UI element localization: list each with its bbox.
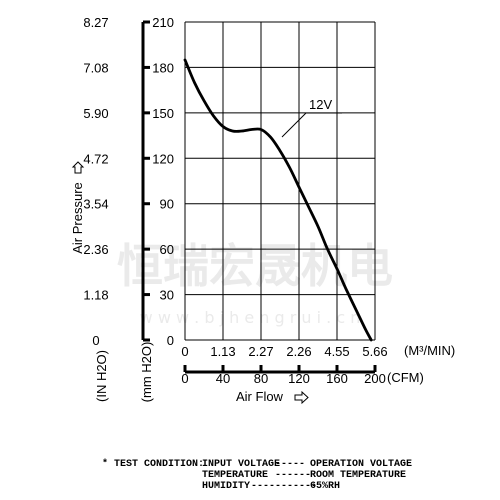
bottom-x-tick-label: 0 <box>181 371 188 386</box>
test-condition-value: ROOM TEMPERATURE <box>310 470 406 481</box>
test-condition-block: * TEST CONDITION: INPUT VOLTAGE----- OPER… <box>102 458 412 492</box>
bottom-x-tick-label: 40 <box>216 371 230 386</box>
right-y-tick-labels: 0 30 60 90 120 150 180 210 <box>152 15 174 348</box>
top-x-tick-label: 0 <box>181 344 188 359</box>
test-condition-separator: ----------- <box>251 481 317 492</box>
top-x-tick-label: 2.27 <box>248 344 273 359</box>
top-x-unit-label: (M³/MIN) <box>404 343 455 358</box>
bottom-x-tick-labels: 0 40 80 120 160 200 <box>181 371 385 386</box>
left-y-unit-label: (IN H2O) <box>94 350 109 402</box>
arrow-up-icon <box>71 161 85 174</box>
left-y-tick-label: 5.90 <box>83 106 108 121</box>
right-y-tick-label: 30 <box>160 288 174 303</box>
series-label-12v: 12V <box>309 97 332 112</box>
right-y-tick-label: 180 <box>152 60 174 75</box>
top-x-tick-label: 1.13 <box>210 344 235 359</box>
y-axis-title: Air Pressure <box>70 161 85 254</box>
bottom-x-tick-label: 120 <box>288 371 310 386</box>
test-condition-key: INPUT VOLTAGE <box>202 459 280 470</box>
left-y-tick-label: 7.08 <box>83 60 108 75</box>
top-x-tick-labels: 0 1.13 2.27 2.26 4.55 5.66 <box>181 344 387 359</box>
left-y-tick-label: 0 <box>92 333 99 348</box>
top-x-tick-label: 4.55 <box>324 344 349 359</box>
x-axis-title: Air Flow <box>236 389 284 404</box>
left-y-tick-label: 1.18 <box>83 288 108 303</box>
right-y-tick-label: 120 <box>152 151 174 166</box>
test-condition-separator: ----- <box>275 459 305 470</box>
series-label-leader <box>281 112 307 138</box>
right-y-tick-label: 150 <box>152 106 174 121</box>
left-y-tick-labels: 0 1.18 2.36 3.54 4.72 5.90 7.08 8.27 <box>83 15 108 348</box>
plot-grid <box>184 21 376 341</box>
right-y-unit-label: (mm H2O) <box>139 342 154 403</box>
watermark: 恒瑞宏晟机电 w w w . b j h e n g r u i . c n <box>117 239 393 327</box>
bottom-x-tick-label: 80 <box>254 371 268 386</box>
watermark-chars: 恒瑞宏晟机电 <box>117 239 393 293</box>
test-condition-key: HUMIDITY <box>202 481 250 492</box>
series-12v-line <box>183 58 373 342</box>
right-y-tick-label: 210 <box>152 15 174 30</box>
test-condition-prefix: * TEST CONDITION: <box>102 458 204 470</box>
right-y-tick-label: 0 <box>167 333 174 348</box>
right-y-tick-marks <box>143 20 150 342</box>
test-condition-rows: INPUT VOLTAGE----- OPERATION VOLTAGE TEMPE… <box>202 459 412 492</box>
bottom-x-tick-label: 160 <box>326 371 348 386</box>
watermark-url: w w w . b j h e n g r u i . c n <box>140 308 361 327</box>
right-y-unit-text: (mm H2O) <box>139 342 154 403</box>
bottom-x-tick-label: 200 <box>364 371 386 386</box>
top-x-tick-label: 5.66 <box>362 344 387 359</box>
y-axis-title-text: Air Pressure <box>70 182 85 254</box>
left-y-tick-label: 2.36 <box>83 242 108 257</box>
left-y-tick-label: 8.27 <box>83 15 108 30</box>
right-y-tick-label: 60 <box>160 242 174 257</box>
left-y-unit-text: (IN H2O) <box>94 350 109 402</box>
bottom-x-tick-marks <box>183 365 377 372</box>
right-y-tick-label: 90 <box>160 197 174 212</box>
top-x-tick-label: 2.26 <box>286 344 311 359</box>
arrow-right-icon <box>294 390 309 405</box>
left-y-tick-label: 4.72 <box>83 151 108 166</box>
test-condition-key: TEMPERATURE <box>202 470 268 481</box>
test-condition-separator: ------ <box>275 470 311 481</box>
bottom-x-unit-label: (CFM) <box>387 370 424 385</box>
test-condition-value: OPERATION VOLTAGE <box>310 459 412 470</box>
test-condition-value: 65%RH <box>310 481 340 492</box>
left-y-tick-label: 3.54 <box>83 197 108 212</box>
